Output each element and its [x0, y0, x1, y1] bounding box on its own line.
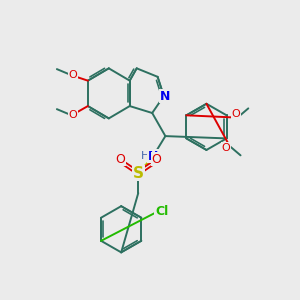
Text: H: H [141, 151, 149, 161]
Text: O: O [116, 153, 125, 166]
Text: O: O [69, 70, 77, 80]
Text: O: O [221, 143, 230, 153]
Text: N: N [148, 150, 158, 163]
Text: O: O [151, 153, 161, 166]
Text: S: S [133, 166, 144, 181]
Text: Cl: Cl [155, 205, 168, 218]
Text: O: O [69, 110, 77, 120]
Text: O: O [232, 109, 240, 119]
Text: N: N [159, 90, 170, 103]
